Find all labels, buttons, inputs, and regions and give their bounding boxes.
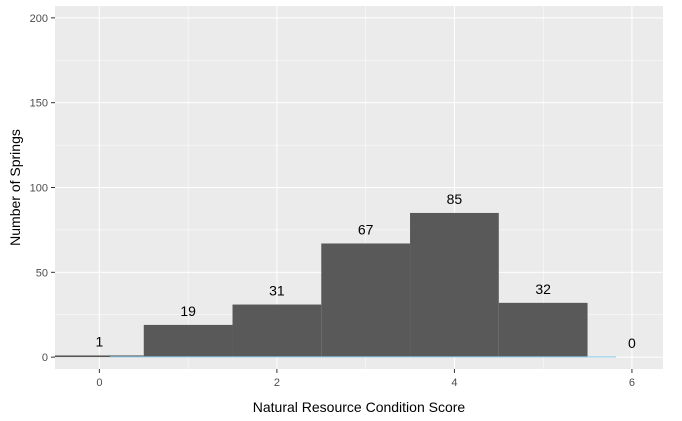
x-tick-label: 2 [274, 377, 280, 389]
bar [55, 355, 144, 358]
bar [410, 212, 499, 358]
bar-value-label: 67 [358, 221, 374, 237]
y-tick-label: 200 [30, 13, 48, 25]
y-tick-label: 50 [36, 267, 48, 279]
x-tick-label: 6 [629, 377, 635, 389]
x-tick-label: 4 [451, 377, 457, 389]
data-labels: 1 19 31 67 85 32 0 [95, 191, 636, 351]
bar-value-label: 85 [447, 191, 463, 207]
y-axis-ticks: 0 50 100 150 200 [30, 13, 55, 364]
y-axis-title: Number of Springs [7, 129, 23, 246]
bar-value-label: 0 [628, 335, 636, 351]
x-axis-ticks: 0 2 4 6 [96, 369, 635, 389]
y-tick-label: 0 [42, 352, 48, 364]
bar [498, 302, 588, 358]
y-tick-label: 150 [30, 98, 48, 110]
bar-value-label: 31 [269, 283, 285, 299]
x-axis-title: Natural Resource Condition Score [253, 399, 466, 415]
bar [143, 324, 233, 358]
bar [321, 243, 411, 358]
bars [55, 212, 588, 358]
bar-value-label: 1 [95, 333, 103, 349]
bar-value-label: 19 [180, 303, 196, 319]
y-tick-label: 100 [30, 183, 48, 195]
x-tick-label: 0 [96, 377, 102, 389]
bar-value-label: 32 [535, 281, 551, 297]
bar [232, 304, 322, 358]
